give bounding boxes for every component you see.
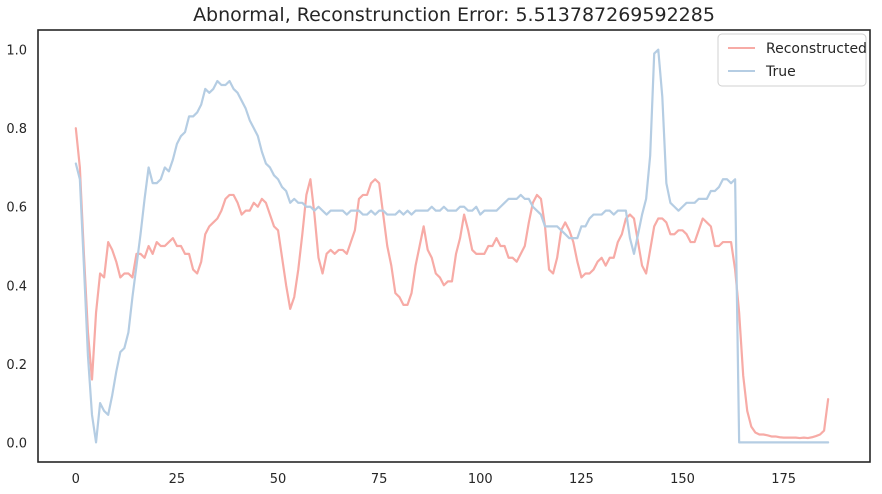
series-line-reconstructed — [74, 127, 830, 440]
y-tick-label: 0.8 — [6, 122, 27, 137]
chart-title: Abnormal, Reconstrunction Error: 5.51378… — [193, 4, 715, 26]
y-tick-label: 0.4 — [6, 279, 27, 294]
x-tick-label: 0 — [72, 472, 80, 487]
y-axis: 0.0 0.2 0.4 0.6 0.8 1.0 — [6, 44, 27, 452]
x-tick-label: 175 — [771, 472, 796, 487]
x-tick-label: 150 — [670, 472, 695, 487]
y-tick-label: 0.2 — [6, 358, 27, 373]
x-tick-label: 100 — [468, 472, 493, 487]
x-axis: 0 25 50 75 100 125 150 175 — [72, 472, 796, 487]
legend-label-reconstructed: Reconstructed — [766, 41, 867, 57]
y-tick-label: 0.6 — [6, 201, 27, 216]
x-tick-label: 125 — [569, 472, 594, 487]
legend: Reconstructed True — [717, 33, 867, 87]
series-line-true — [74, 48, 830, 444]
legend-label-true: True — [765, 64, 796, 80]
x-tick-label: 75 — [371, 472, 388, 487]
y-tick-label: 0.0 — [6, 436, 27, 451]
y-tick-label: 1.0 — [6, 44, 27, 59]
series-layer — [74, 48, 830, 444]
x-tick-label: 25 — [169, 472, 186, 487]
x-tick-label: 50 — [270, 472, 287, 487]
